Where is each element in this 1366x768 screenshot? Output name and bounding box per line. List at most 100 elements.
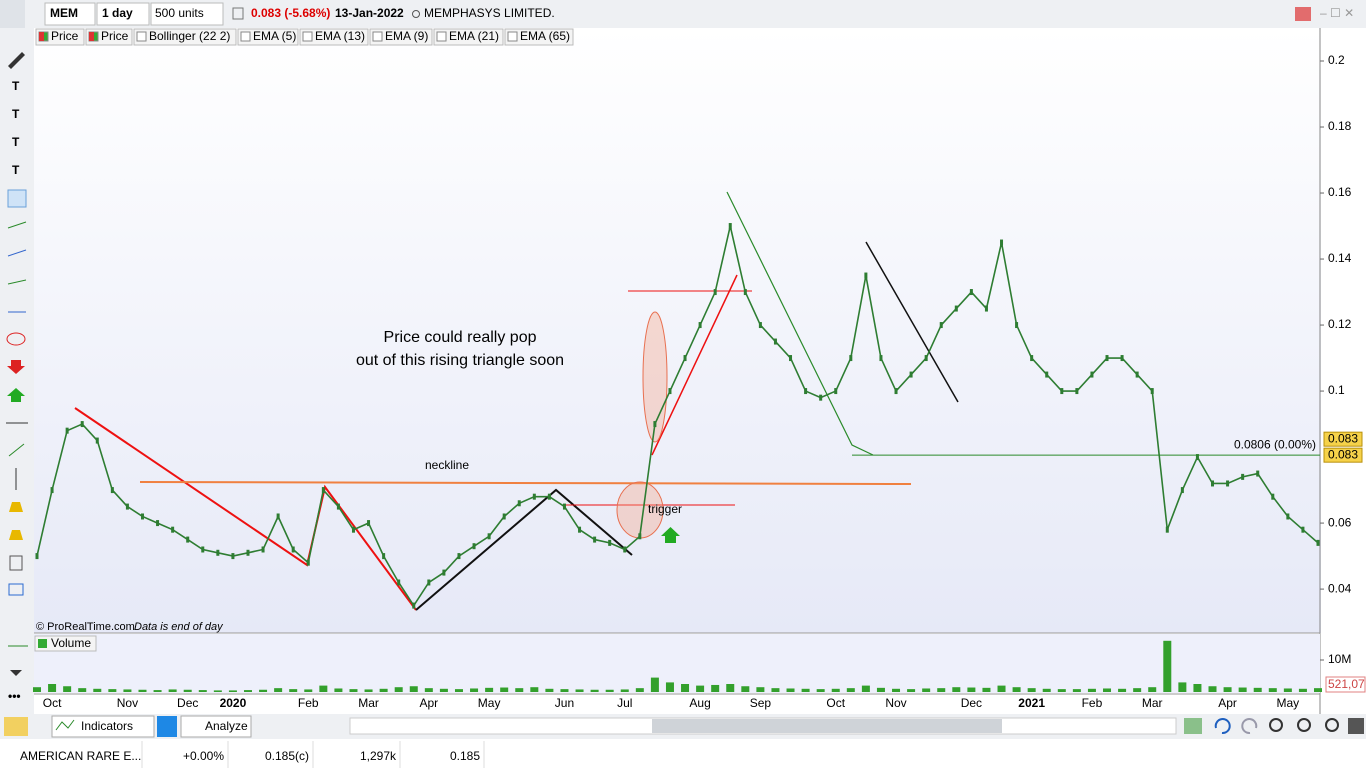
- x-tick-label: Feb: [1082, 696, 1103, 710]
- volume-tag: [1325, 676, 1366, 693]
- volume-bar: [967, 687, 976, 692]
- analyze-button[interactable]: [180, 715, 252, 738]
- scroll-thumb[interactable]: [652, 719, 1002, 733]
- tab-swatch: [89, 32, 94, 41]
- indicator-tab[interactable]: [133, 28, 237, 46]
- watchlist-cell: AMERICAN RARE E...: [20, 749, 141, 763]
- tab-swatch: [39, 32, 44, 41]
- price-bar: [1271, 493, 1275, 500]
- radio[interactable]: [412, 10, 420, 18]
- volume-bar: [454, 689, 463, 692]
- x-tick-label: Feb: [298, 696, 319, 710]
- volume-bar: [409, 686, 418, 692]
- price-bar: [246, 549, 250, 556]
- tool-text[interactable]: T: [12, 79, 20, 93]
- volume-bar: [907, 689, 916, 692]
- volume-bar: [424, 688, 433, 692]
- price-bar: [1090, 371, 1094, 378]
- volume-bar: [1118, 688, 1127, 692]
- date: 13-Jan-2022: [335, 6, 404, 20]
- price-bar: [351, 526, 355, 533]
- price-bar: [1030, 355, 1034, 362]
- volume-bar: [364, 689, 373, 692]
- x-tick-label: Dec: [961, 696, 982, 710]
- volume-bar: [243, 690, 252, 692]
- volume-bar: [1027, 688, 1036, 692]
- price-bar: [1165, 526, 1169, 533]
- volume-bar: [515, 688, 524, 692]
- price-bar: [1015, 322, 1019, 329]
- volume-bar: [1208, 686, 1217, 692]
- volume-bar: [78, 688, 87, 692]
- indicators-button[interactable]: [51, 715, 155, 738]
- indicator-tab[interactable]: [433, 28, 504, 46]
- price-bar: [789, 355, 793, 362]
- price-bar: [487, 533, 491, 540]
- indicator-tab[interactable]: [504, 28, 574, 46]
- tool-text[interactable]: T: [12, 135, 20, 149]
- volume-bar: [198, 690, 207, 692]
- symbol-box[interactable]: [44, 2, 96, 26]
- tool-text[interactable]: T: [12, 107, 20, 121]
- price-bar: [532, 493, 536, 500]
- volume-bar: [1314, 688, 1322, 692]
- y-tick-label: 0.04: [1328, 581, 1352, 595]
- price-bar: [80, 421, 84, 428]
- sync-icon[interactable]: [1295, 7, 1311, 21]
- price-bar: [171, 526, 175, 533]
- volume-bar: [394, 687, 403, 692]
- volume-bar: [620, 689, 629, 692]
- price-bar: [849, 355, 853, 362]
- x-tick-label: Jun: [555, 696, 574, 710]
- volume-bar: [1072, 689, 1081, 692]
- period-box[interactable]: [96, 2, 150, 26]
- units-box[interactable]: [150, 2, 224, 26]
- price-bar: [819, 394, 823, 401]
- volume-bar: [696, 685, 705, 692]
- volume-bar: [259, 689, 268, 692]
- volume-bar: [741, 686, 750, 692]
- volume-bar: [485, 687, 494, 692]
- tab-label: EMA (21): [449, 29, 499, 43]
- draw-button[interactable]: [4, 717, 28, 736]
- price-bar: [397, 579, 401, 586]
- price-bar: [457, 553, 461, 560]
- volume-bar: [846, 688, 855, 692]
- tool-text[interactable]: T: [12, 163, 20, 177]
- price-bar: [728, 223, 732, 230]
- indicator-tab[interactable]: [237, 28, 299, 46]
- volume-bar: [1103, 688, 1112, 692]
- share-button[interactable]: [157, 716, 177, 737]
- price-bar: [1045, 371, 1049, 378]
- volume-bar: [48, 684, 57, 692]
- price-bar: [291, 546, 295, 553]
- price-bar: [668, 388, 672, 395]
- more[interactable]: •••: [8, 689, 21, 703]
- volume-bar: [650, 677, 659, 692]
- watchlist-row[interactable]: AMERICAN RARE E... +0.00% 0.185(c) 1,297k 0.…: [20, 741, 485, 768]
- info-icon[interactable]: [232, 7, 244, 20]
- x-tick-label: Apr: [1218, 696, 1237, 710]
- price-bar: [1150, 388, 1154, 395]
- indicator-tab[interactable]: [299, 28, 369, 46]
- annotation: out of this rising triangle soon: [356, 352, 564, 369]
- price-bar: [201, 546, 205, 553]
- zoom-tools[interactable]: [1184, 718, 1364, 735]
- indicator-tab[interactable]: [369, 28, 433, 46]
- drawing-tools[interactable]: T T T T •••: [6, 52, 28, 703]
- volume-bar: [334, 688, 343, 692]
- volume-bar: [138, 689, 147, 692]
- price-change: 0.083 (-5.68%): [251, 6, 330, 20]
- volume-tab[interactable]: [34, 635, 97, 652]
- y-tick-label: 0.18: [1328, 119, 1352, 133]
- volume-bar: [545, 688, 554, 692]
- price-bar: [276, 513, 280, 520]
- volume-bar: [816, 689, 825, 692]
- price-bar: [336, 503, 340, 510]
- y-tick-label: 0.12: [1328, 317, 1352, 331]
- window-controls[interactable]: – ☐ ✕: [1320, 6, 1354, 20]
- volume-swatch: [38, 639, 47, 648]
- volume-bar: [213, 690, 222, 692]
- volume-bar: [575, 689, 584, 692]
